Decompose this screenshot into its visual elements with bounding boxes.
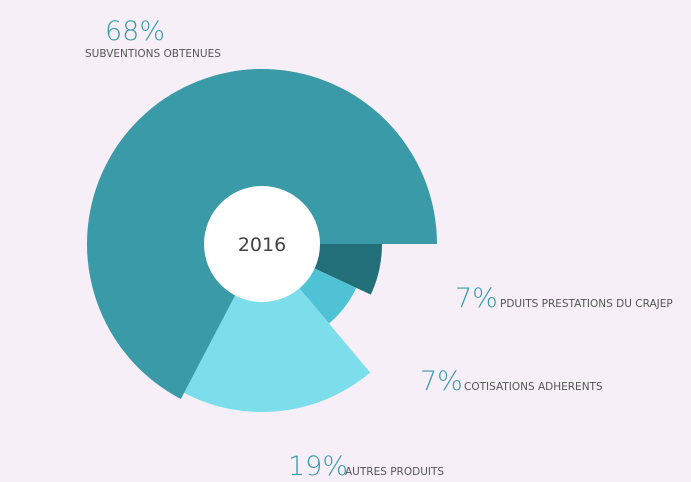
pie-slice	[184, 244, 371, 412]
value-label: 68%	[105, 16, 165, 47]
category-label: PDUITS PRESTATIONS DU CRAJEP	[500, 298, 673, 310]
center-hole	[204, 186, 320, 302]
category-label: SUBVENTIONS OBTENUES	[85, 48, 221, 60]
value-label: 7%	[455, 283, 498, 314]
category-label: AUTRES PRODUITS	[345, 466, 444, 478]
value-label: 7%	[420, 366, 463, 397]
value-label: 19%	[288, 451, 348, 482]
category-label: COTISATIONS ADHERENTS	[464, 381, 603, 393]
center-label: 2016	[238, 234, 286, 256]
